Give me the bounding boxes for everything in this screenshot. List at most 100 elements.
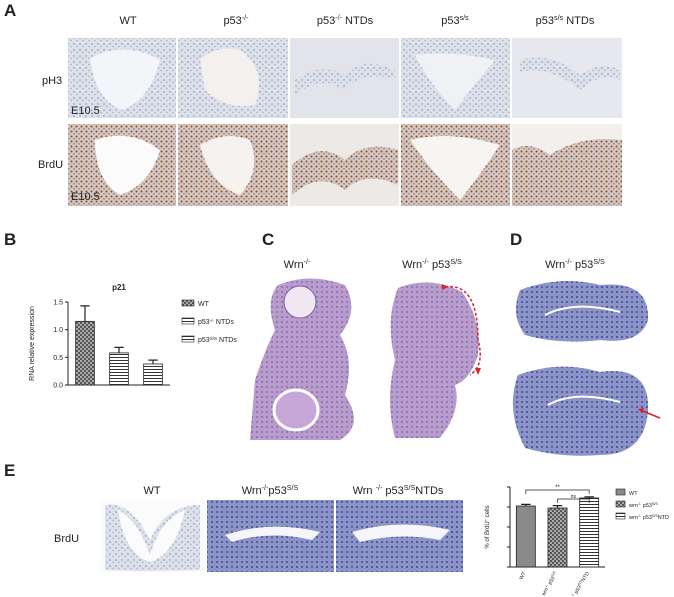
label-part: NTDs (342, 15, 374, 27)
label-part: p53 (198, 337, 210, 344)
error-bar (80, 305, 90, 322)
bar (547, 507, 568, 568)
label-part: Wrn (353, 485, 376, 497)
legend-label: WT (198, 301, 210, 308)
y-tick-label: 1.5 (53, 299, 63, 306)
legend-swatch (615, 488, 626, 496)
label-part: WT (198, 301, 210, 308)
label-part: wrn (628, 503, 638, 509)
panel-letter: B (4, 230, 16, 249)
superscript: S/S (652, 514, 658, 518)
superscript: s/s (460, 14, 470, 22)
panel-letter: E (4, 461, 15, 480)
label-part: p53 (641, 503, 652, 509)
significance-label: ns (571, 494, 577, 500)
stage-label: E10.5 (71, 105, 100, 117)
superscript: -/- (210, 318, 215, 323)
label-part: p53 (223, 15, 241, 27)
label-part: WT (143, 485, 160, 497)
error-bar (114, 346, 124, 353)
bar (109, 352, 129, 386)
label-part: p53 (429, 259, 450, 271)
superscript: -/- (304, 258, 311, 266)
row-label: BrdU (38, 159, 63, 171)
label-part: NTDs (217, 337, 237, 344)
row-label: BrdU (54, 533, 79, 545)
superscript: S/S (404, 484, 416, 492)
y-tick-label: 0.5 (53, 355, 63, 362)
x-tick-label: wrn-/- p53S/S (540, 570, 560, 597)
label-part: p53 (546, 575, 556, 587)
superscript: s/s (554, 14, 564, 22)
superscript: + (483, 518, 488, 521)
superscript: -/- (544, 584, 549, 589)
label-part: p53 (382, 485, 403, 497)
superscript: -/- (376, 484, 383, 492)
error-bar (148, 359, 158, 364)
label-part: Wrn (284, 259, 304, 271)
label-part: p53 (536, 15, 554, 27)
legend-label: wrn-/- p53S/SNTD (628, 514, 669, 521)
label-part: wrn (628, 515, 638, 521)
superscript: -/- (422, 258, 429, 266)
column-header: Wrn-/- p53S/S (545, 258, 605, 271)
label-part: WT (518, 571, 527, 581)
bar (515, 505, 536, 568)
column-header: p53-/- NTDs (317, 14, 374, 27)
label-part: p53 (317, 15, 335, 27)
error-bar (552, 505, 563, 508)
label-part: Wrn (545, 259, 565, 271)
label-part: % of BrdU (485, 521, 491, 548)
column-header: WT (143, 485, 160, 497)
label-part: p53 (573, 585, 583, 597)
label-part: p53 (268, 485, 286, 497)
legend-label: WT (629, 491, 638, 497)
superscript: -/- (570, 593, 575, 597)
label-part: Wrn (402, 259, 422, 271)
column-header: Wrn-/-p53S/S (242, 484, 299, 497)
label-part: WT (629, 491, 638, 497)
chart-title: p21 (112, 283, 126, 292)
legend-swatch (181, 299, 195, 307)
superscript: S/S (287, 484, 299, 492)
superscript: -/- (335, 14, 342, 22)
panel-letter: C (262, 230, 274, 249)
label-part: NTD (658, 515, 669, 521)
x-tick-label: wrn-/- p53S/SNTD (566, 570, 591, 597)
label-part: NTDs (214, 319, 234, 326)
bar (143, 363, 163, 386)
legend-swatch (181, 317, 195, 325)
row-label: pH3 (42, 75, 62, 87)
y-tick-label: 0.0 (53, 382, 63, 389)
stage-label: E10.5 (71, 191, 100, 203)
label-part: Wrn (242, 485, 262, 497)
error-bar (584, 496, 594, 498)
label-part: p53 (198, 319, 210, 326)
column-header: Wrn -/- p53S/SNTDs (353, 484, 444, 497)
label-part: NTD (580, 571, 591, 583)
bar (75, 320, 95, 386)
label-part: wrn (567, 596, 576, 597)
column-header: WT (119, 15, 136, 27)
superscript: S/S (210, 336, 217, 341)
panel-letter: D (510, 230, 522, 249)
sections-d (512, 281, 661, 456)
x-tick-label: WT (518, 571, 527, 581)
superscript: S/S (577, 579, 584, 586)
legend-label: wrn-/- p53S/S (628, 502, 658, 509)
label-part: NTDs (415, 485, 444, 497)
superscript: S/S (450, 258, 462, 266)
superscript: -/- (638, 502, 642, 506)
column-header: p53s/s NTDs (536, 14, 595, 27)
label-part: p53 (572, 259, 593, 271)
micrographs-a (68, 38, 622, 206)
column-header: p53-/- (223, 14, 249, 27)
y-axis-label: % of BrdU+ cells (483, 505, 492, 548)
bar-chart: 0.0 0.5 1.0 1.5 RNA relative expression p21 WT… (29, 283, 237, 389)
superscript: -/- (242, 14, 249, 22)
legend-label: p53-/- NTDs (198, 318, 234, 327)
label-part: p53 (641, 515, 652, 521)
bar (579, 497, 600, 568)
legend-swatch (181, 335, 195, 343)
